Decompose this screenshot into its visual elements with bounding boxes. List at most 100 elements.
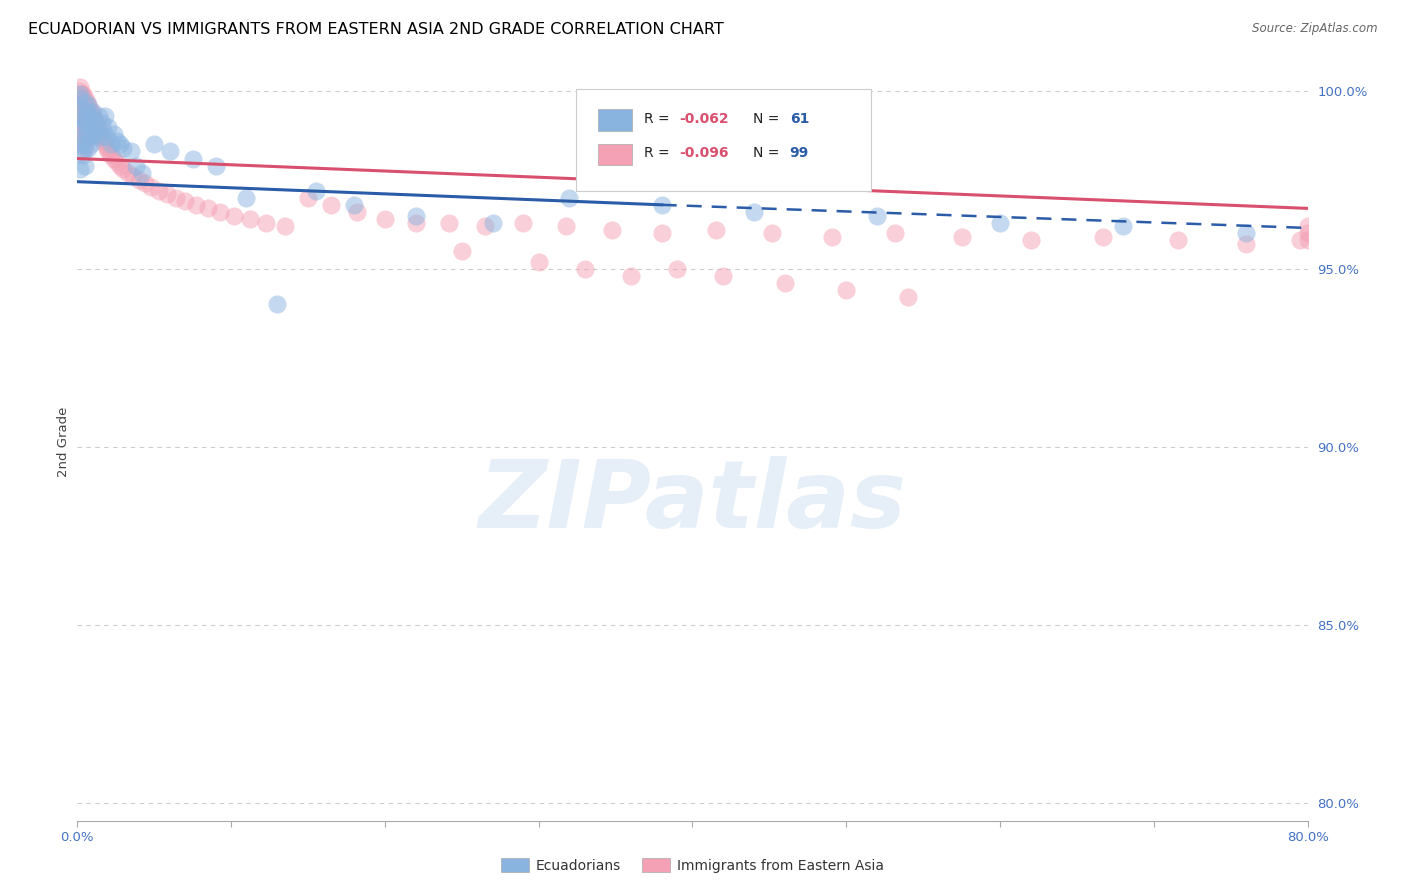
Point (70, 127, 93, 141)
Point (620, 268, 643, 283)
Point (70, 120, 93, 134)
Point (204, 159, 226, 173)
Text: R =: R = (644, 112, 675, 127)
Point (100, 148, 122, 162)
Point (77, 127, 100, 141)
Point (197, 202, 219, 216)
Point (110, 137, 132, 152)
Point (86, 127, 108, 141)
Point (73, 116, 96, 130)
Point (69, 87, 91, 102)
FancyBboxPatch shape (598, 110, 633, 130)
Point (1019, 234, 1042, 248)
Point (77, 98, 100, 112)
Point (450, 244, 472, 259)
Point (374, 212, 396, 227)
Point (89, 127, 111, 141)
Point (87, 123, 110, 137)
Point (89, 130, 111, 145)
Point (266, 297, 288, 311)
Text: -0.096: -0.096 (679, 146, 728, 161)
Point (70, 102, 93, 116)
Point (82, 105, 104, 120)
Y-axis label: 2nd Grade: 2nd Grade (58, 407, 70, 476)
Point (76, 105, 98, 120)
Point (1092, 230, 1115, 244)
Point (256, 216, 278, 230)
Point (235, 191, 257, 205)
Point (70, 98, 93, 112)
Point (103, 127, 125, 141)
Text: ECUADORIAN VS IMMIGRANTS FROM EASTERN ASIA 2ND GRADE CORRELATION CHART: ECUADORIAN VS IMMIGRANTS FROM EASTERN AS… (28, 22, 724, 37)
Point (602, 223, 624, 237)
Point (73, 91, 96, 105)
Point (651, 198, 673, 212)
Text: 61: 61 (790, 112, 808, 127)
Point (96, 130, 118, 145)
Point (761, 227, 783, 241)
Point (79, 127, 101, 141)
Point (69, 105, 91, 120)
Point (84, 116, 107, 130)
Point (405, 216, 427, 230)
Text: N =: N = (752, 146, 783, 161)
Point (69, 127, 91, 141)
Point (239, 212, 262, 227)
Point (73, 95, 96, 109)
Point (125, 159, 148, 173)
Point (897, 290, 920, 304)
Point (70, 87, 93, 102)
Text: R =: R = (644, 146, 675, 161)
Point (77, 98, 100, 112)
Point (76, 109, 98, 123)
Point (112, 162, 135, 177)
Point (184, 198, 207, 212)
Text: 99: 99 (790, 146, 808, 161)
Point (711, 268, 734, 283)
Point (1296, 219, 1319, 234)
Point (90, 116, 114, 130)
Point (1296, 227, 1319, 241)
Point (82, 127, 104, 141)
Point (297, 191, 319, 205)
Point (128, 173, 150, 187)
Point (155, 187, 177, 202)
Point (159, 145, 181, 159)
Point (73, 130, 96, 145)
Point (274, 219, 297, 234)
Point (73, 102, 96, 116)
FancyBboxPatch shape (575, 89, 870, 191)
Point (141, 180, 163, 194)
Point (82, 109, 104, 123)
Point (143, 137, 166, 152)
Point (1289, 234, 1312, 248)
Point (704, 223, 727, 237)
Point (103, 152, 125, 166)
Point (79, 130, 101, 145)
Point (1112, 219, 1135, 234)
Point (666, 261, 689, 276)
Point (80, 105, 103, 120)
Point (100, 137, 122, 152)
Point (80, 137, 103, 152)
Point (70, 112, 93, 127)
Point (884, 227, 907, 241)
Point (439, 216, 461, 230)
Point (555, 219, 578, 234)
Point (950, 230, 973, 244)
Point (574, 261, 596, 276)
Point (69, 162, 91, 177)
Text: N =: N = (752, 112, 783, 127)
Point (73, 159, 96, 173)
Point (558, 191, 581, 205)
Point (112, 141, 135, 155)
Point (481, 216, 503, 230)
Point (77, 120, 100, 134)
Point (67, 84, 90, 98)
Point (1234, 227, 1257, 241)
Point (988, 216, 1011, 230)
Point (86, 120, 108, 134)
Point (82, 123, 104, 137)
Point (821, 230, 844, 244)
Point (343, 198, 366, 212)
